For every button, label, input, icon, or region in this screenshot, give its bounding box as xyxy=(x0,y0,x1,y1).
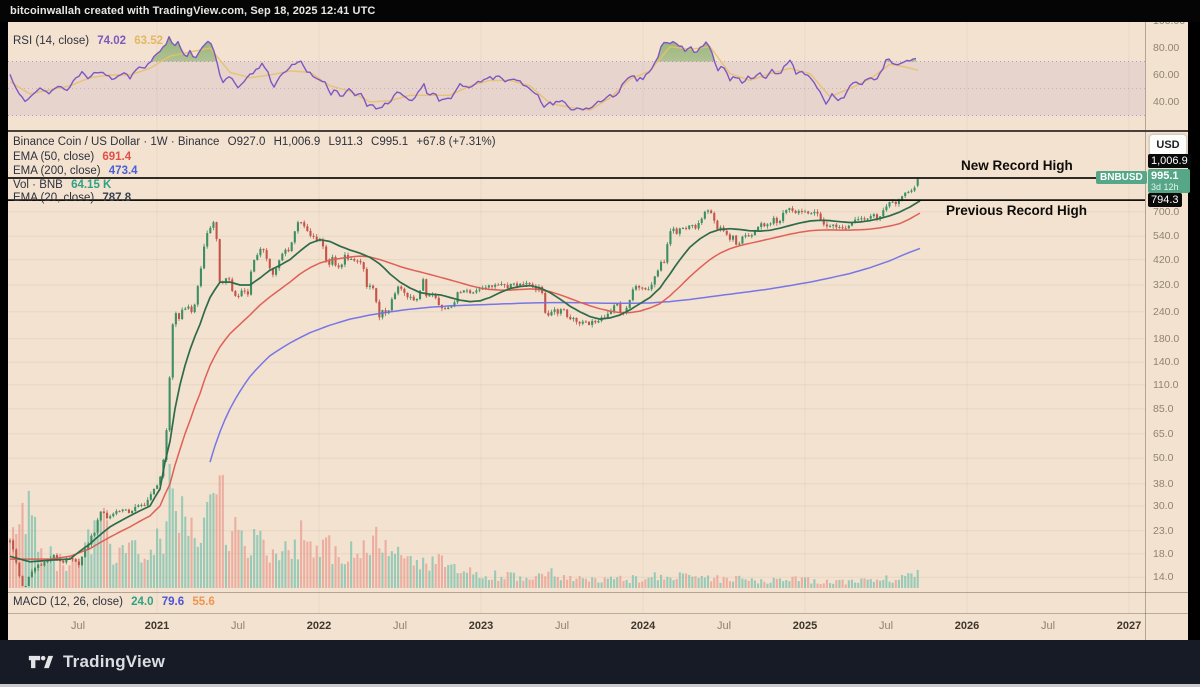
ema20-value: 787.8 xyxy=(102,192,132,204)
time-tick-month: Jul xyxy=(1040,620,1056,632)
price-tick: 18.0 xyxy=(1153,548,1174,560)
macd-signal-value: 55.6 xyxy=(192,596,215,608)
annotation-previous-record-high[interactable]: Previous Record High xyxy=(946,203,1088,218)
volume-legend[interactable]: Vol · BNB 64.15 K xyxy=(13,179,111,191)
rsi-value: 74.02 xyxy=(97,35,127,47)
time-tick-year: 2027 xyxy=(1116,620,1142,632)
annotation-new-record-high[interactable]: New Record High xyxy=(961,158,1073,173)
rsi-ma-value: 63.52 xyxy=(134,35,164,47)
ema20-label: EMA (20, close) xyxy=(13,192,95,204)
time-tick-month: Jul xyxy=(230,620,246,632)
price-tick: 110.0 xyxy=(1153,379,1179,391)
macd-value: 79.6 xyxy=(161,596,185,608)
symbol-price-badge: BNBUSD xyxy=(1096,171,1147,184)
price-tick: 30.0 xyxy=(1153,500,1174,512)
price-tag-previous-record: 794.3 xyxy=(1148,193,1182,207)
price-tag-new-record: 1,006.9 xyxy=(1148,154,1191,168)
price-tick: 38.0 xyxy=(1153,478,1174,490)
time-tick-month: Jul xyxy=(392,620,408,632)
time-tick-month: Jul xyxy=(878,620,894,632)
attribution-text: bitcoinwallah created with TradingView.c… xyxy=(10,5,376,17)
time-tick-year: 2021 xyxy=(144,620,170,632)
price-tick: 420.0 xyxy=(1153,254,1180,266)
price-tick: 240.0 xyxy=(1153,306,1180,318)
volume-label: Vol · BNB xyxy=(13,179,63,191)
footer-bar: TradingView xyxy=(0,640,1200,684)
volume-value: 64.15 K xyxy=(71,179,112,191)
macd-hist-value: 24.0 xyxy=(131,596,154,608)
time-tick-month: Jul xyxy=(716,620,732,632)
ema200-label: EMA (200, close) xyxy=(13,165,101,177)
macd-label: MACD (12, 26, close) xyxy=(13,596,123,608)
rsi-tick: 80.00 xyxy=(1153,42,1180,54)
time-tick-year: 2025 xyxy=(792,620,818,632)
time-tick-year: 2026 xyxy=(954,620,980,632)
time-tick-month: Jul xyxy=(70,620,86,632)
price-tick: 65.0 xyxy=(1153,428,1174,440)
ohlc-open: O927.0 xyxy=(227,136,266,148)
price-tick: 320.0 xyxy=(1153,279,1180,291)
price-tick: 180.0 xyxy=(1153,333,1180,345)
time-tick-year: 2022 xyxy=(306,620,332,632)
price-tick: 50.0 xyxy=(1153,452,1174,464)
price-tick: 14.0 xyxy=(1153,571,1174,583)
pane-divider-macd[interactable] xyxy=(8,592,1188,593)
rsi-legend-label: RSI (14, close) xyxy=(13,35,90,47)
currency-toggle-button[interactable]: USD xyxy=(1149,134,1187,156)
macd-legend[interactable]: MACD (12, 26, close) 24.0 79.6 55.6 xyxy=(13,596,215,608)
time-tick-year: 2023 xyxy=(468,620,494,632)
price-tick: 85.0 xyxy=(1153,403,1174,415)
price-tick: 23.0 xyxy=(1153,525,1174,537)
tradingview-logo-icon[interactable] xyxy=(28,650,54,674)
ema50-legend[interactable]: EMA (50, close) 691.4 xyxy=(13,151,131,163)
last-price-tag: 995.1 3d 12h xyxy=(1148,169,1190,193)
price-tick: 700.0 xyxy=(1153,206,1180,218)
price-tick: 540.0 xyxy=(1153,230,1180,242)
rsi-tick: 40.00 xyxy=(1153,96,1180,108)
attribution-bar: bitcoinwallah created with TradingView.c… xyxy=(0,0,1200,22)
time-tick-year: 2024 xyxy=(630,620,656,632)
rsi-tick: 60.00 xyxy=(1153,69,1180,81)
last-price-value: 995.1 xyxy=(1151,170,1179,182)
ema20-legend[interactable]: EMA (20, close) 787.8 xyxy=(13,192,131,204)
ema200-legend[interactable]: EMA (200, close) 473.4 xyxy=(13,165,138,177)
time-axis[interactable]: Jul 2021 Jul 2022 Jul 2023 Jul 2024 Jul 2025 Jul 20… xyxy=(8,614,1145,640)
pane-divider-timeaxis xyxy=(8,613,1188,614)
pane-divider-rsi[interactable] xyxy=(8,130,1188,132)
bottom-edge xyxy=(0,684,1200,687)
tradingview-wordmark[interactable]: TradingView xyxy=(63,652,166,671)
chart-canvas[interactable] xyxy=(8,22,1188,640)
ohlc-close: C995.1 xyxy=(371,136,409,148)
ema50-label: EMA (50, close) xyxy=(13,151,95,163)
rsi-legend[interactable]: RSI (14, close) 74.02 63.52 xyxy=(13,35,163,47)
ohlc-high: H1,006.9 xyxy=(273,136,321,148)
price-tick: 140.0 xyxy=(1153,356,1180,368)
ema50-value: 691.4 xyxy=(102,151,132,163)
symbol-title: Binance Coin / US Dollar · 1W · Binance xyxy=(13,136,220,148)
ema200-value: 473.4 xyxy=(108,165,138,177)
ohlc-change: +67.8 (+7.31%) xyxy=(416,136,496,148)
ohlc-low: L911.3 xyxy=(328,136,363,148)
symbol-legend[interactable]: Binance Coin / US Dollar · 1W · Binance … xyxy=(13,136,496,148)
bar-countdown: 3d 12h xyxy=(1151,182,1179,192)
time-tick-month: Jul xyxy=(554,620,570,632)
